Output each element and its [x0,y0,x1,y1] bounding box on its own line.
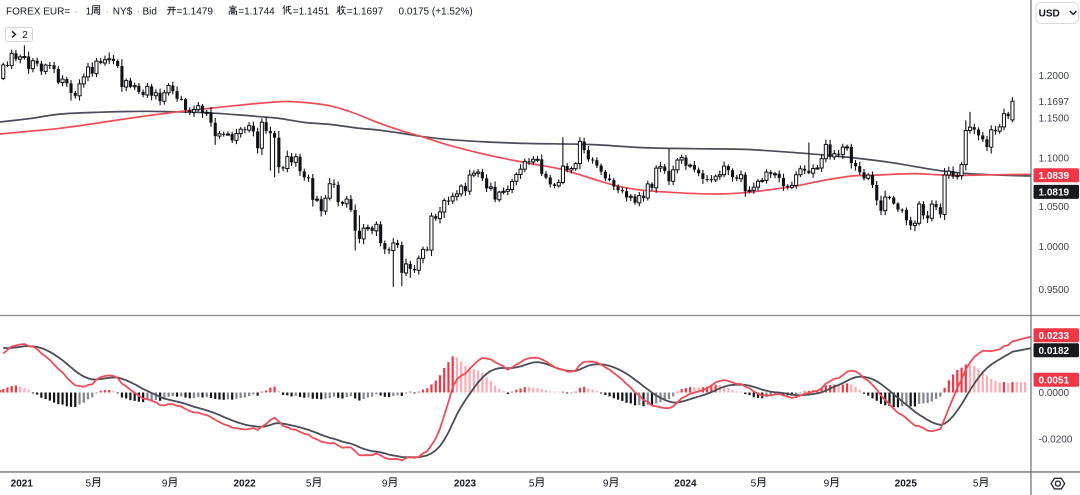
svg-text:5: 5 [973,478,979,489]
svg-text:1.1697: 1.1697 [1039,97,1070,108]
svg-text:1.0500: 1.0500 [1039,202,1070,213]
svg-text:0.0233: 0.0233 [1039,331,1070,342]
svg-text:0.0000: 0.0000 [1039,388,1070,399]
svg-text:1.0000: 1.0000 [1039,242,1070,253]
svg-text:1.0839: 1.0839 [1039,171,1070,182]
svg-text:-0.0200: -0.0200 [1039,435,1073,446]
svg-text:1.2000: 1.2000 [1039,71,1070,82]
svg-text:=1.1479: =1.1479 [177,7,214,18]
svg-text:0.0175 (+1.52%): 0.0175 (+1.52%) [399,7,473,18]
svg-text:9: 9 [824,478,830,489]
svg-text:1.1000: 1.1000 [1039,153,1070,164]
svg-text:Bid: Bid [143,7,157,18]
svg-text:1.0819: 1.0819 [1039,188,1070,199]
svg-text:9: 9 [162,478,168,489]
svg-text:·: · [105,7,108,18]
svg-text:1.1500: 1.1500 [1039,114,1070,125]
svg-text:0.0182: 0.0182 [1039,346,1070,357]
svg-text:FOREX EUR=: FOREX EUR= [6,7,70,18]
svg-text:=1.1451: =1.1451 [293,7,330,18]
svg-text:9: 9 [603,478,609,489]
svg-text:USD: USD [1039,9,1060,20]
svg-text:1: 1 [86,7,92,18]
svg-text:2021: 2021 [11,478,34,489]
svg-text:·: · [137,7,140,18]
svg-text:9: 9 [382,478,388,489]
svg-text:=1.1697: =1.1697 [347,7,384,18]
svg-text:5: 5 [86,478,92,489]
svg-text:0.9500: 0.9500 [1039,285,1070,296]
svg-text:·: · [74,7,77,18]
svg-text:5: 5 [529,478,535,489]
svg-text:=1.1744: =1.1744 [238,7,275,18]
svg-text:0.0051: 0.0051 [1039,375,1070,386]
svg-text:NY$: NY$ [113,7,133,18]
svg-text:2023: 2023 [454,478,477,489]
svg-text:2022: 2022 [233,478,256,489]
svg-text:2025: 2025 [895,478,918,489]
svg-text:2: 2 [22,30,28,41]
svg-text:2024: 2024 [674,478,697,489]
svg-text:5: 5 [751,478,757,489]
svg-text:5: 5 [306,478,312,489]
